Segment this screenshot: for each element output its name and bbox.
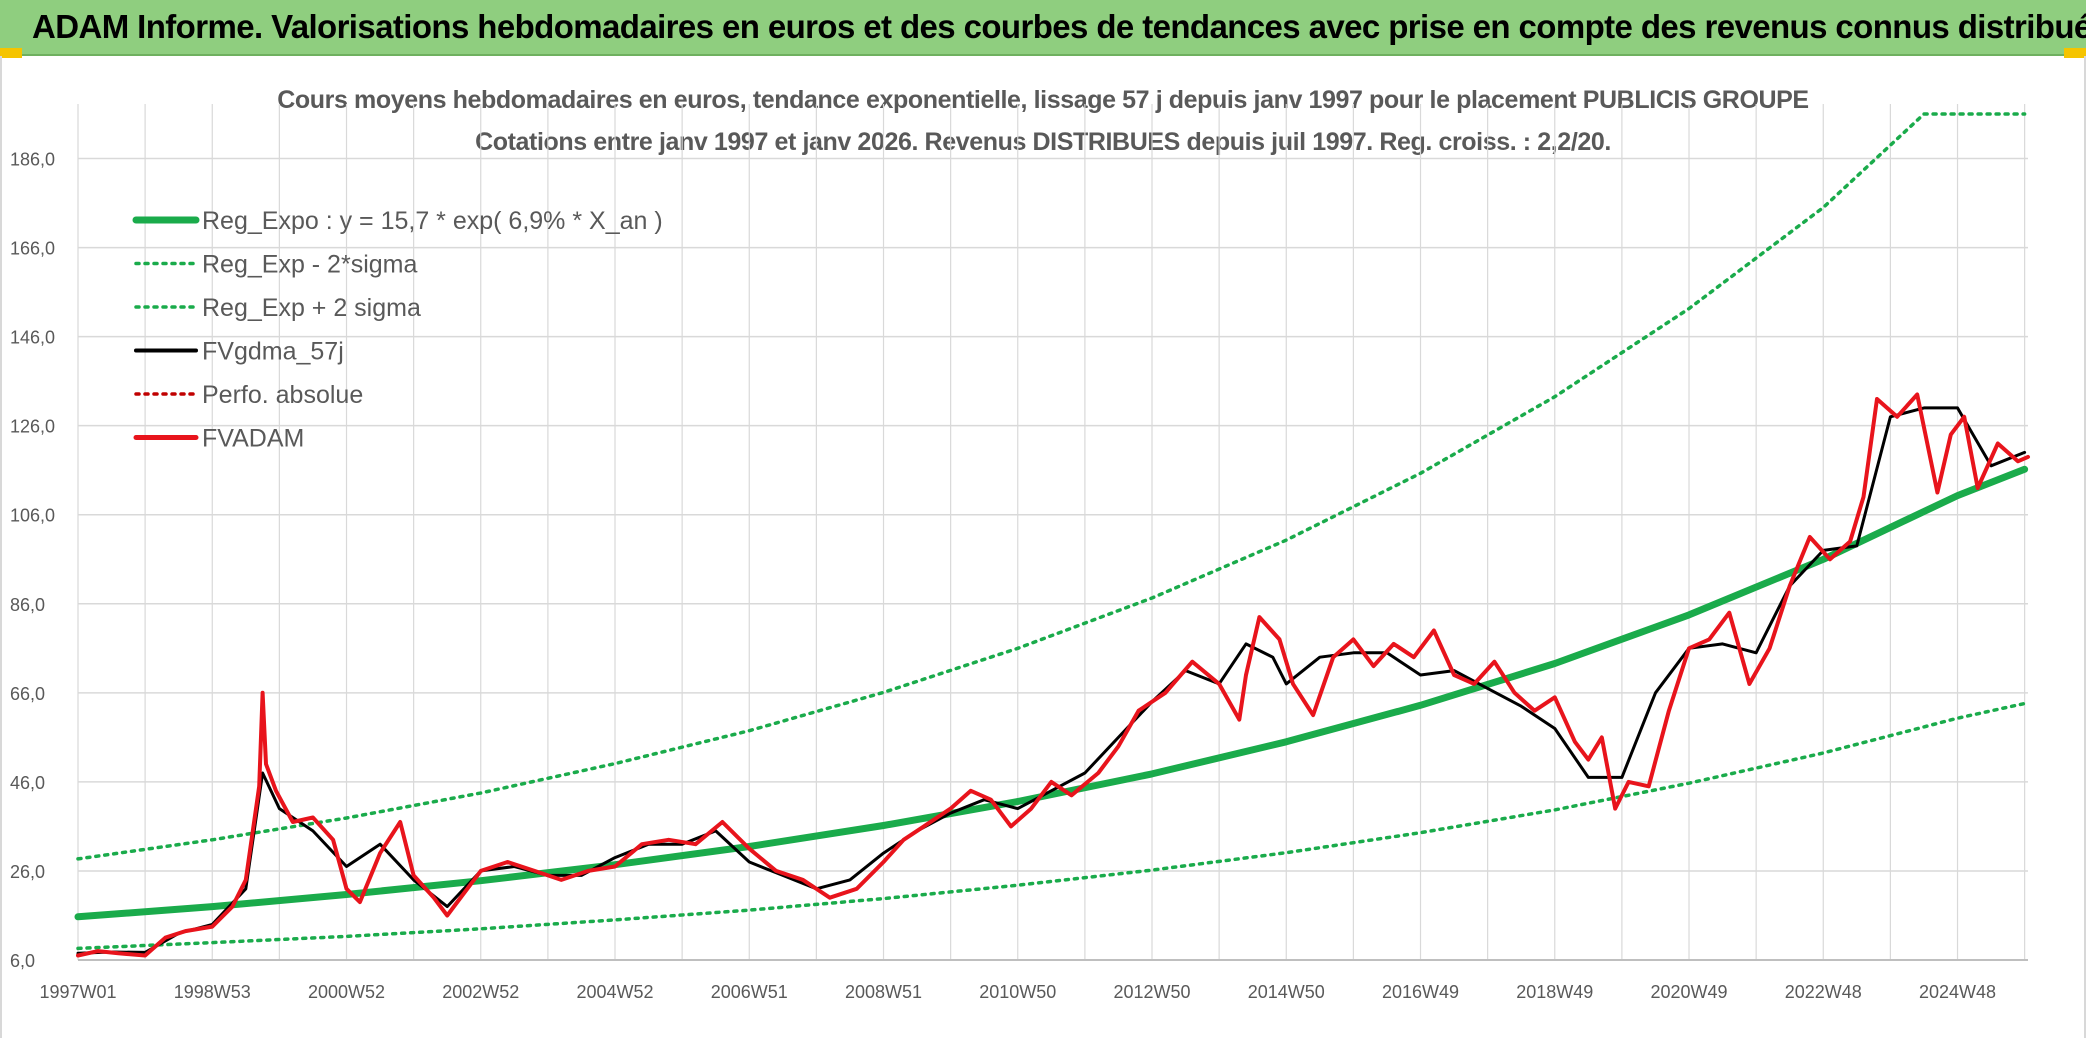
corner-accent-right: [2064, 48, 2086, 58]
x-tick-label: 2016W49: [1382, 982, 1459, 1002]
x-tick-label: 2006W51: [711, 982, 788, 1002]
x-tick-label: 2004W52: [576, 982, 653, 1002]
y-tick-label: 86,0: [10, 595, 45, 615]
x-tick-label: 2012W50: [1113, 982, 1190, 1002]
legend-label: FVgdma_57j: [202, 338, 344, 366]
x-tick-label: 2010W50: [979, 982, 1056, 1002]
x-tick-label: 2002W52: [442, 982, 519, 1002]
x-tick-label: 2018W49: [1516, 982, 1593, 1002]
y-tick-label: 166,0: [10, 239, 55, 259]
series-line-0: [74, 465, 2029, 921]
y-tick-label: 186,0: [10, 150, 55, 170]
y-tick-label: 106,0: [10, 506, 55, 526]
y-axis-ticks: 6,0 26,0 46,0 66,0 86,0 106,0 126,0 146,0 166,0 1…: [10, 150, 55, 971]
x-tick-label: 2024W48: [1919, 982, 1996, 1002]
chart-series: [74, 112, 2030, 958]
chart-subtitle: Cotations entre janv 1997 et janv 2026. …: [475, 128, 1611, 156]
y-tick-label: 126,0: [10, 417, 55, 437]
legend-label: Reg_Exp + 2 sigma: [202, 294, 421, 322]
series-line-5: [76, 392, 2030, 958]
chart-legend: Reg_Expo : y = 15,7 * exp( 6,9% * X_an )…: [132, 207, 663, 453]
legend-label: FVADAM: [202, 425, 304, 453]
x-tick-label: 1997W01: [39, 982, 116, 1002]
x-tick-label: 2022W48: [1785, 982, 1862, 1002]
series-line-2: [76, 112, 2027, 861]
chart-title: Cours moyens hebdomadaires en euros, ten…: [277, 86, 1809, 114]
corner-accent-left: [0, 48, 22, 58]
x-tick-label: 2008W51: [845, 982, 922, 1002]
y-tick-label: 6,0: [10, 951, 35, 971]
y-tick-label: 146,0: [10, 328, 55, 348]
y-tick-label: 66,0: [10, 684, 45, 704]
legend-label: Reg_Exp - 2*sigma: [202, 251, 417, 279]
x-tick-label: 2014W50: [1248, 982, 1325, 1002]
series-line-1: [76, 701, 2027, 951]
y-tick-label: 46,0: [10, 773, 45, 793]
x-tick-label: 2000W52: [308, 982, 385, 1002]
y-tick-label: 26,0: [10, 862, 45, 882]
page-title: ADAM Informe. Valorisations hebdomadaire…: [32, 8, 2086, 45]
legend-label: Perfo. absolue: [202, 381, 363, 409]
chart-grid: [77, 104, 2028, 961]
x-tick-label: 2020W49: [1650, 982, 1727, 1002]
header-banner: ADAM Informe. Valorisations hebdomadaire…: [0, 0, 2086, 56]
x-tick-label: 1998W53: [174, 982, 251, 1002]
legend-label: Reg_Expo : y = 15,7 * exp( 6,9% * X_an ): [202, 207, 663, 235]
x-axis-ticks: 1997W01 1998W53 2000W52 2002W52 2004W52 2006W…: [39, 982, 1996, 1002]
